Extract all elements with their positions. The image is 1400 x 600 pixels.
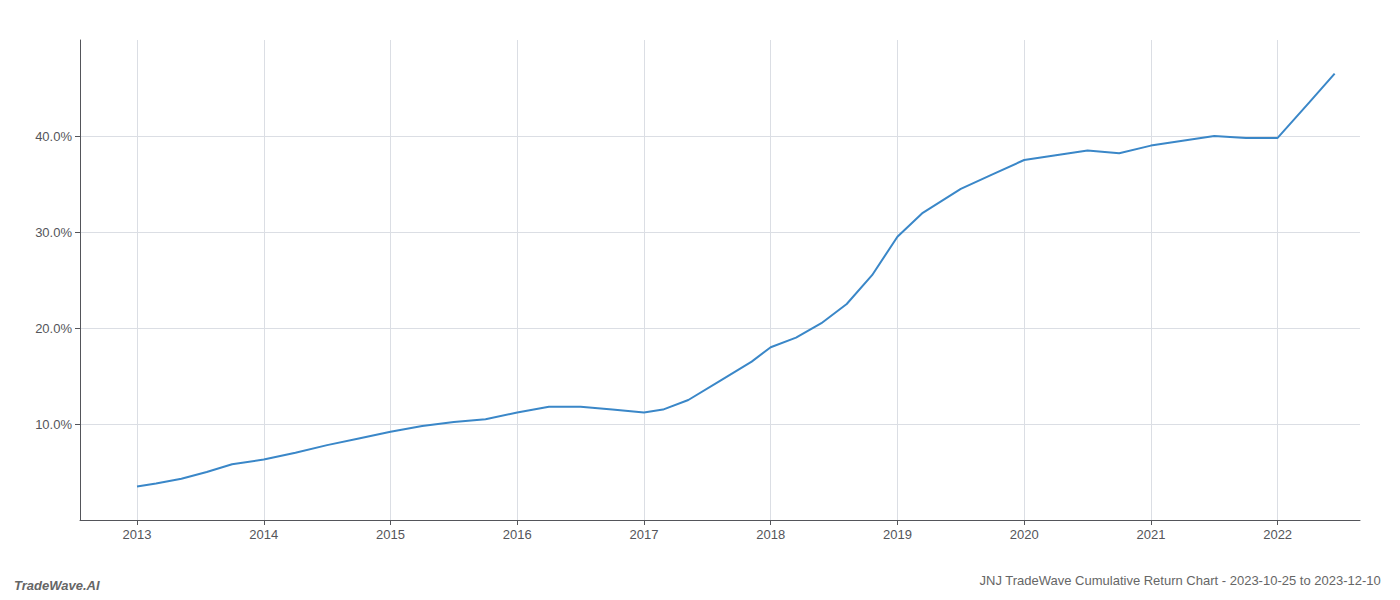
svg-text:2017: 2017 bbox=[629, 527, 658, 542]
svg-text:2013: 2013 bbox=[123, 527, 152, 542]
svg-text:2020: 2020 bbox=[1010, 527, 1039, 542]
svg-text:2021: 2021 bbox=[1136, 527, 1165, 542]
svg-text:10.0%: 10.0% bbox=[35, 417, 72, 432]
svg-text:2016: 2016 bbox=[503, 527, 532, 542]
svg-text:2019: 2019 bbox=[883, 527, 912, 542]
svg-text:JNJ TradeWave Cumulative Retur: JNJ TradeWave Cumulative Return Chart - … bbox=[979, 573, 1380, 588]
svg-text:2022: 2022 bbox=[1263, 527, 1292, 542]
svg-text:2014: 2014 bbox=[249, 527, 278, 542]
svg-text:20.0%: 20.0% bbox=[35, 321, 72, 336]
svg-text:40.0%: 40.0% bbox=[35, 129, 72, 144]
svg-text:2015: 2015 bbox=[376, 527, 405, 542]
svg-text:2018: 2018 bbox=[756, 527, 785, 542]
svg-text:TradeWave.AI: TradeWave.AI bbox=[14, 578, 100, 593]
svg-text:30.0%: 30.0% bbox=[35, 225, 72, 240]
